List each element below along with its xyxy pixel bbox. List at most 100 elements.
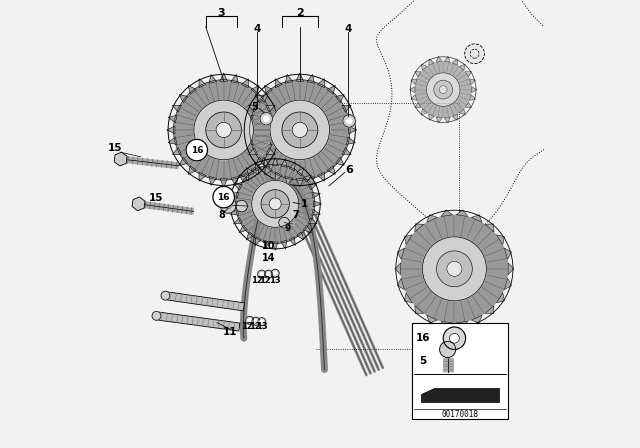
Circle shape	[258, 270, 266, 278]
Polygon shape	[266, 105, 275, 112]
Text: 10: 10	[262, 241, 275, 251]
Polygon shape	[460, 109, 465, 115]
Polygon shape	[415, 102, 421, 108]
Polygon shape	[167, 126, 175, 134]
Polygon shape	[395, 263, 401, 275]
Polygon shape	[264, 86, 273, 94]
Text: 16: 16	[218, 193, 230, 202]
Polygon shape	[312, 192, 321, 198]
Polygon shape	[230, 209, 239, 215]
Text: 9: 9	[284, 224, 291, 233]
Polygon shape	[317, 78, 324, 88]
Polygon shape	[251, 86, 259, 94]
Polygon shape	[156, 312, 240, 331]
Circle shape	[426, 73, 460, 106]
Text: 13: 13	[256, 322, 268, 331]
Polygon shape	[469, 79, 476, 85]
Polygon shape	[244, 115, 253, 123]
Polygon shape	[273, 126, 280, 134]
Polygon shape	[236, 164, 315, 243]
Polygon shape	[173, 80, 274, 180]
Circle shape	[206, 112, 241, 148]
Polygon shape	[314, 201, 321, 207]
Polygon shape	[270, 137, 279, 145]
Polygon shape	[244, 137, 253, 145]
Polygon shape	[415, 224, 424, 232]
Polygon shape	[415, 71, 421, 77]
Text: 00170018: 00170018	[442, 410, 479, 419]
Polygon shape	[307, 177, 314, 185]
Polygon shape	[285, 177, 292, 185]
Polygon shape	[188, 86, 196, 94]
Polygon shape	[456, 210, 468, 216]
Polygon shape	[485, 224, 494, 232]
Polygon shape	[436, 117, 442, 123]
Polygon shape	[248, 105, 258, 112]
Polygon shape	[415, 306, 424, 314]
Text: 12: 12	[249, 322, 260, 331]
Polygon shape	[401, 215, 509, 323]
Circle shape	[258, 318, 266, 326]
Text: 2: 2	[296, 9, 304, 18]
Polygon shape	[264, 159, 269, 167]
Circle shape	[271, 269, 279, 277]
Polygon shape	[209, 74, 216, 83]
Polygon shape	[275, 78, 282, 88]
Polygon shape	[281, 159, 287, 167]
Polygon shape	[230, 192, 239, 198]
Polygon shape	[404, 235, 412, 245]
Circle shape	[449, 333, 460, 343]
Polygon shape	[114, 152, 127, 166]
Polygon shape	[289, 237, 295, 246]
Bar	[412, 323, 508, 419]
Polygon shape	[264, 241, 269, 249]
Text: 5: 5	[251, 102, 257, 112]
Polygon shape	[465, 102, 472, 108]
Polygon shape	[220, 73, 227, 81]
Polygon shape	[456, 321, 468, 327]
Polygon shape	[504, 248, 511, 259]
Polygon shape	[427, 315, 437, 323]
Text: 15: 15	[149, 193, 164, 203]
Polygon shape	[335, 95, 344, 103]
Circle shape	[273, 271, 277, 275]
Polygon shape	[272, 158, 278, 166]
Polygon shape	[264, 166, 273, 174]
Polygon shape	[465, 71, 472, 77]
Polygon shape	[307, 74, 314, 83]
Polygon shape	[312, 209, 321, 215]
Polygon shape	[327, 86, 335, 94]
Polygon shape	[229, 201, 237, 207]
Circle shape	[264, 116, 269, 121]
Polygon shape	[165, 292, 244, 311]
Polygon shape	[296, 179, 303, 187]
Circle shape	[216, 122, 231, 138]
Polygon shape	[411, 79, 417, 85]
Polygon shape	[199, 78, 206, 88]
Polygon shape	[179, 95, 188, 103]
Circle shape	[246, 316, 253, 324]
Circle shape	[186, 139, 207, 161]
Polygon shape	[427, 215, 437, 222]
Polygon shape	[168, 115, 177, 123]
Polygon shape	[199, 172, 206, 181]
Polygon shape	[349, 126, 356, 134]
Polygon shape	[469, 95, 476, 100]
Polygon shape	[251, 166, 259, 174]
Circle shape	[269, 198, 281, 210]
Polygon shape	[444, 117, 451, 123]
Polygon shape	[308, 218, 317, 224]
Polygon shape	[266, 147, 275, 155]
Polygon shape	[303, 175, 312, 182]
Text: 7: 7	[292, 210, 299, 220]
Circle shape	[279, 217, 289, 228]
Circle shape	[267, 272, 270, 276]
Circle shape	[261, 190, 289, 218]
Circle shape	[225, 202, 232, 209]
Polygon shape	[234, 218, 242, 224]
Text: 11: 11	[223, 327, 237, 336]
Circle shape	[346, 118, 352, 124]
Circle shape	[270, 100, 330, 160]
Text: 12: 12	[259, 276, 271, 284]
Polygon shape	[397, 278, 404, 289]
